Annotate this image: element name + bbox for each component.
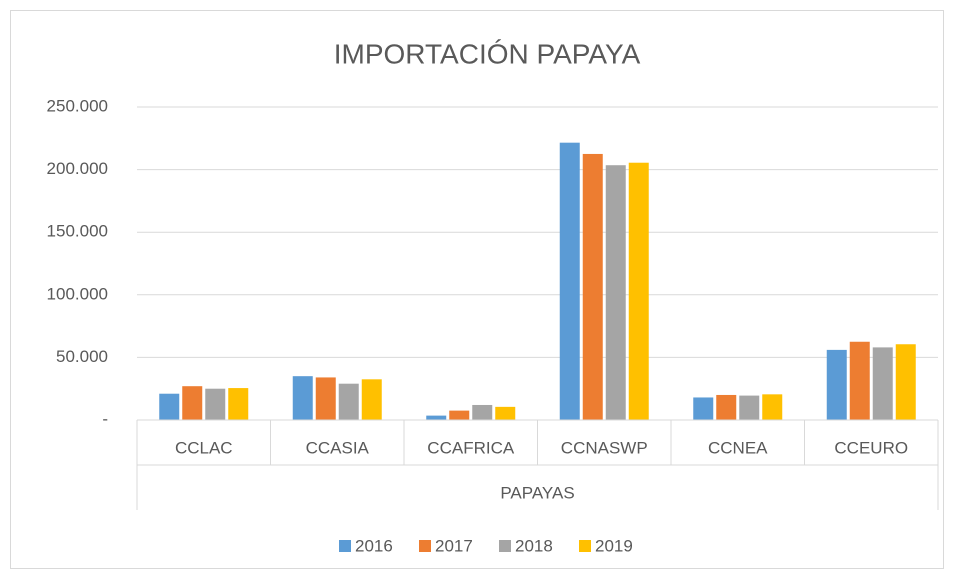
bar [872,347,893,420]
bar [426,415,447,420]
x-tick-label: CCASIA [306,438,370,457]
bar [693,397,714,420]
bar [739,395,760,420]
legend-label: 2018 [515,536,553,555]
x-tick-label: CCEURO [834,438,908,457]
bar [315,377,336,420]
y-tick-label: - [102,409,108,428]
chart-title: IMPORTACIÓN PAPAYA [334,38,641,69]
bar [559,142,580,420]
x-tick-label: CCNASWP [561,438,648,457]
y-tick-label: 250.000 [47,96,108,115]
bar [292,376,313,420]
bar [228,388,249,420]
bar [826,349,847,420]
bar [495,406,516,420]
bar [472,404,493,420]
x-tick-label: CCNEA [708,438,768,457]
legend-swatch [499,540,511,552]
legend-label: 2016 [355,536,393,555]
bar [582,153,603,420]
legend-swatch [579,540,591,552]
legend-swatch [419,540,431,552]
bar [849,341,870,420]
bar [361,379,382,420]
bar [449,410,470,420]
bar [762,394,783,420]
bar [605,165,626,420]
y-tick-label: 150.000 [47,222,108,241]
x-group-label: PAPAYAS [500,483,574,502]
legend-swatch [339,540,351,552]
y-tick-label: 200.000 [47,159,108,178]
chart-border [10,10,944,569]
bar [338,383,359,420]
bar [716,394,737,420]
y-tick-label: 50.000 [56,347,108,366]
y-tick-label: 100.000 [47,284,108,303]
bar [205,388,226,420]
x-tick-label: CCAFRICA [427,438,515,457]
bar [895,344,916,420]
bar [159,393,180,420]
legend-label: 2019 [595,536,633,555]
bar [628,162,649,421]
bar [182,386,203,420]
legend-label: 2017 [435,536,473,555]
x-tick-label: CCLAC [175,438,233,457]
